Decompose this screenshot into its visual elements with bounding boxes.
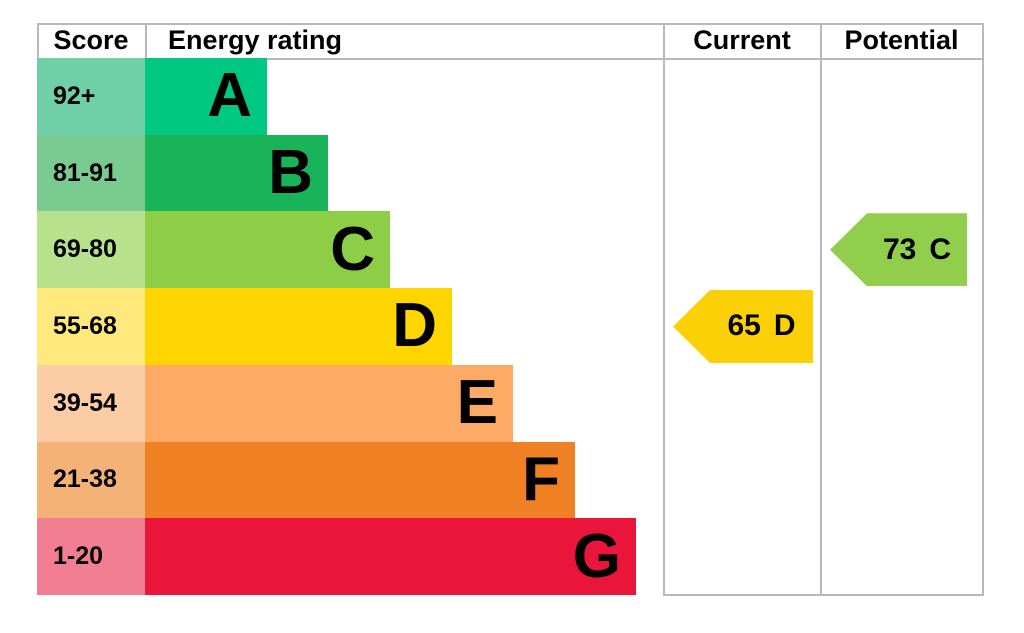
rating-letter: G	[572, 521, 621, 591]
score-cell: 69-80	[37, 211, 145, 289]
score-cell: 92+	[37, 58, 145, 135]
rating-bar: A	[145, 58, 267, 135]
header-bottom-border	[37, 58, 983, 60]
rating-letter: E	[456, 368, 498, 438]
rating-bar: C	[145, 211, 390, 289]
rating-letter: D	[392, 291, 437, 361]
score-cell: 1-20	[37, 518, 145, 595]
rating-bar: B	[145, 134, 328, 212]
potential-column-border	[820, 23, 822, 595]
potential-rating-value: 73	[882, 232, 917, 266]
band-row: 81-91 B	[0, 134, 1024, 212]
rating-bar: D	[145, 288, 452, 365]
current-column-border	[663, 23, 665, 595]
rating-bar: E	[145, 364, 513, 442]
table-right-border	[982, 23, 984, 595]
current-column-header: Current	[693, 25, 791, 55]
potential-rating-grade: C	[929, 232, 952, 266]
rating-bar: G	[145, 518, 636, 595]
potential-column-header: Potential	[844, 25, 959, 55]
table-top-border	[37, 23, 983, 25]
current-rating-grade: D	[773, 309, 796, 343]
score-cell: 39-54	[37, 364, 145, 442]
rating-letter: A	[207, 61, 252, 131]
band-row: 92+ A	[0, 58, 1024, 135]
header-left-border	[37, 23, 39, 59]
band-row: 39-54 E	[0, 364, 1024, 442]
current-rating-value: 65	[727, 309, 761, 343]
band-row: 1-20 G	[0, 518, 1024, 595]
score-cell: 21-38	[37, 441, 145, 519]
score-cell: 55-68	[37, 288, 145, 365]
score-column-border	[145, 23, 147, 59]
energy-rating-header: Energy rating	[168, 25, 343, 55]
band-row: 69-80 C	[0, 211, 1024, 289]
table-bottom-border	[663, 594, 984, 596]
rating-bar: F	[145, 441, 575, 519]
rating-letter: F	[522, 444, 560, 514]
band-row: 55-68 D	[0, 288, 1024, 365]
band-row: 21-38 F	[0, 441, 1024, 519]
score-cell: 81-91	[37, 134, 145, 212]
rating-letter: B	[268, 138, 313, 208]
rating-letter: C	[330, 214, 375, 284]
score-column-header: Score	[53, 25, 129, 55]
